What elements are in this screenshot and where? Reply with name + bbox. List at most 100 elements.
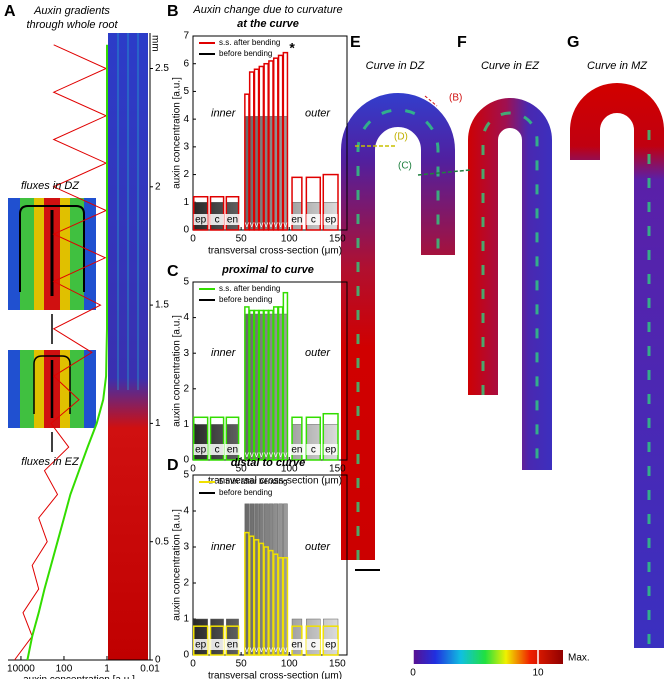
root-e bbox=[341, 93, 455, 560]
x-tick-label: 100 bbox=[281, 464, 298, 475]
category-box bbox=[323, 214, 338, 225]
category-label: v bbox=[264, 645, 268, 654]
y-tick-label: 2 bbox=[183, 169, 189, 180]
category-box bbox=[193, 444, 208, 455]
bar bbox=[282, 557, 289, 656]
y-tick-label: 7 bbox=[183, 31, 189, 42]
panel-letter: D bbox=[167, 457, 179, 474]
bar bbox=[282, 291, 289, 461]
x-tick-label: 0 bbox=[190, 464, 196, 475]
bar bbox=[209, 416, 225, 461]
category-label: v bbox=[245, 450, 249, 459]
legend-label: 5 min after bending bbox=[219, 477, 288, 486]
category-label: ep bbox=[325, 445, 337, 456]
category-label: c bbox=[215, 215, 220, 226]
category-label: en bbox=[227, 215, 238, 226]
category-label: v bbox=[264, 450, 268, 459]
category-label: v bbox=[245, 220, 249, 229]
x-tick-label: 0 bbox=[190, 659, 196, 670]
category-label: v bbox=[279, 450, 283, 459]
x-tick-label: 10000 bbox=[7, 664, 35, 675]
category-label: en bbox=[227, 640, 238, 651]
category-label: v bbox=[255, 645, 259, 654]
region-label: inner bbox=[211, 347, 237, 359]
chart-title: through whole root bbox=[26, 19, 118, 31]
bar bbox=[322, 173, 339, 231]
category-label: v bbox=[250, 220, 254, 229]
x-tick-label: 150 bbox=[329, 234, 346, 245]
category-box bbox=[323, 639, 338, 650]
colorbar-label: 0 bbox=[410, 668, 416, 679]
legend-label: before bending bbox=[219, 49, 272, 58]
category-box bbox=[225, 639, 240, 650]
category-label: v bbox=[245, 645, 249, 654]
annotation: fluxes in EZ bbox=[21, 456, 80, 468]
y-tick-label: 1 bbox=[183, 197, 189, 208]
category-box bbox=[193, 214, 208, 225]
colorbar-label: Max. bbox=[568, 653, 590, 664]
marker-line bbox=[424, 95, 438, 107]
chart-subtitle: distal to curve bbox=[231, 457, 306, 469]
vascular-stripe bbox=[481, 111, 539, 470]
y-tick-label: 2.5 bbox=[155, 63, 169, 74]
annotation: * bbox=[289, 39, 295, 55]
y-tick-label: 3 bbox=[183, 348, 189, 359]
x-axis-label: auxin concentration [a.u.] bbox=[23, 675, 135, 679]
bar bbox=[282, 51, 289, 231]
category-label: v bbox=[279, 220, 283, 229]
category-box bbox=[225, 214, 240, 225]
curve-marker: (B) bbox=[449, 93, 462, 104]
x-tick-label: 0.01 bbox=[140, 664, 160, 675]
y-tick-label: 1 bbox=[155, 418, 161, 429]
category-label: v bbox=[279, 645, 283, 654]
category-label: c bbox=[311, 640, 316, 651]
category-label: v bbox=[259, 220, 263, 229]
x-axis-label: transversal cross-section (μm) bbox=[208, 671, 342, 679]
category-label: v bbox=[264, 220, 268, 229]
profile-line bbox=[14, 44, 108, 661]
category-label: v bbox=[283, 645, 287, 654]
category-box bbox=[210, 214, 225, 225]
category-label: v bbox=[269, 450, 273, 459]
category-box bbox=[210, 444, 225, 455]
y-tick-label: 1 bbox=[183, 614, 189, 625]
bar bbox=[322, 412, 339, 461]
category-label: v bbox=[274, 645, 278, 654]
bar bbox=[192, 416, 209, 461]
bar bbox=[192, 195, 209, 231]
category-box bbox=[289, 214, 304, 225]
chart-title: Auxin change due to curvature bbox=[192, 4, 342, 16]
x-tick-label: 50 bbox=[236, 464, 248, 475]
x-tick-label: 1 bbox=[104, 664, 110, 675]
y-tick-label: 5 bbox=[183, 470, 189, 481]
category-label: v bbox=[250, 645, 254, 654]
bar bbox=[291, 416, 303, 461]
y-tick-label: 3 bbox=[183, 141, 189, 152]
category-box bbox=[289, 444, 304, 455]
marker-line bbox=[417, 169, 471, 176]
panel-letter: G bbox=[567, 34, 579, 51]
category-box bbox=[193, 639, 208, 650]
bar bbox=[209, 195, 225, 231]
category-label: v bbox=[259, 450, 263, 459]
panel-letter: B bbox=[167, 3, 179, 20]
drawing-title: Curve in EZ bbox=[481, 60, 540, 72]
y-tick-label: 2 bbox=[155, 181, 161, 192]
legend-label: before bending bbox=[219, 488, 272, 497]
y-tick-label: 5 bbox=[183, 86, 189, 97]
category-box bbox=[323, 444, 338, 455]
bar bbox=[225, 416, 240, 461]
root-g bbox=[570, 83, 664, 648]
y-tick-label: 4 bbox=[183, 312, 189, 323]
category-label: c bbox=[311, 215, 316, 226]
x-tick-label: 100 bbox=[281, 234, 298, 245]
chart-title: Auxin gradients bbox=[33, 5, 110, 17]
y-tick-label: 6 bbox=[183, 58, 189, 69]
category-box bbox=[289, 639, 304, 650]
category-label: ep bbox=[195, 215, 207, 226]
region-label: inner bbox=[211, 108, 237, 120]
category-label: v bbox=[274, 220, 278, 229]
drawing-title: Curve in MZ bbox=[587, 60, 648, 72]
annotation: fluxes in DZ bbox=[21, 180, 80, 192]
